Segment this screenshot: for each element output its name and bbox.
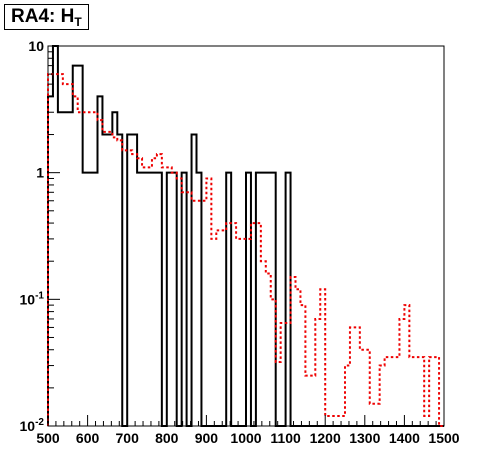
y-tick-label: 1 (36, 165, 44, 181)
x-tick-label: 1500 (428, 430, 459, 446)
y-tick-label: 10-1 (20, 290, 45, 307)
series-2-line (47, 73, 444, 427)
y-tick-label: 10 (28, 38, 44, 54)
x-tick-label: 600 (76, 430, 100, 446)
x-tick-label: 1200 (310, 430, 341, 446)
chart-title-subscript: T (74, 15, 82, 29)
x-tick-label: 900 (195, 430, 219, 446)
x-tick-label: 500 (36, 430, 60, 446)
x-tick-label: 1000 (230, 430, 261, 446)
x-tick-label: 700 (116, 430, 140, 446)
series-1-line (47, 45, 444, 427)
x-tick-label: 800 (155, 430, 179, 446)
x-tick-label: 1400 (389, 430, 420, 446)
x-tick-label: 1300 (349, 430, 380, 446)
axis-layer: 500 600 700 800 900 1000 1100 1200 1300 1400 1500 1… (20, 38, 460, 446)
chart-title: RA4: HT (4, 4, 89, 30)
y-tick-label: 10-2 (20, 417, 45, 434)
chart-title-main: RA4: H (11, 6, 75, 27)
series-layer (47, 45, 444, 427)
x-tick-label: 1100 (270, 430, 301, 446)
